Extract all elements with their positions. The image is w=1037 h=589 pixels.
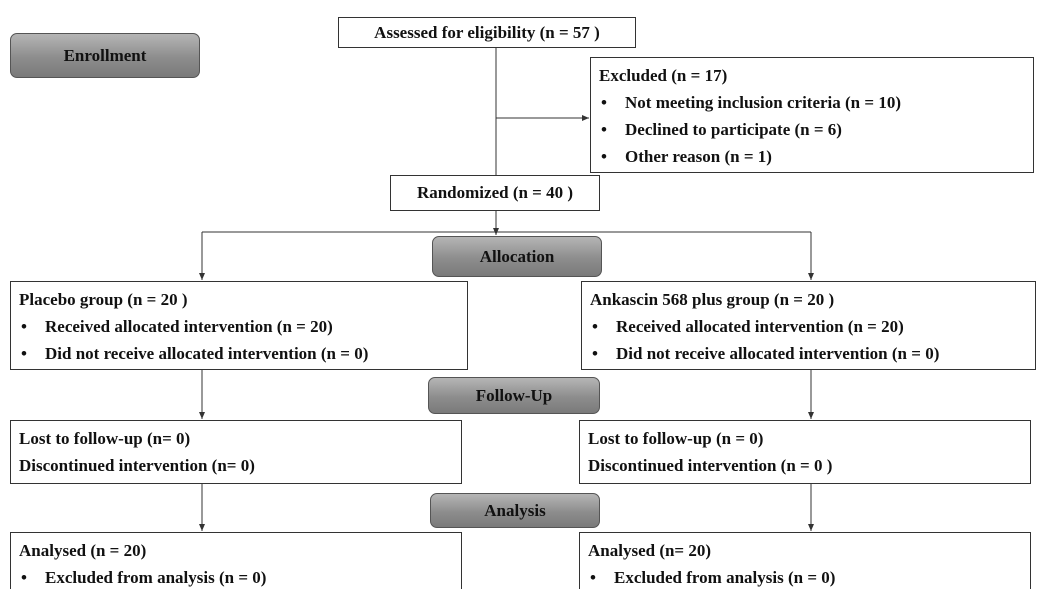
bullet-item: Excluded from analysis (n = 0) [588, 564, 1022, 589]
bullet-item: Declined to participate (n = 6) [599, 116, 1025, 143]
bullet-item: Received allocated intervention (n = 20) [19, 313, 459, 340]
stage-label: Analysis [430, 493, 600, 528]
box-title: Placebo group (n = 20 ) [19, 290, 188, 309]
flow-box: Ankascin 568 plus group (n = 20 ) Receive… [581, 281, 1036, 370]
flow-box: Assessed for eligibility (n = 57 ) [338, 17, 636, 48]
bullet-item: Received allocated intervention (n = 20) [590, 313, 1027, 340]
box-title: Lost to follow-up (n = 0) [588, 429, 764, 448]
box-line: Discontinued intervention (n= 0) [19, 456, 255, 475]
bullet-item: Did not receive allocated intervention (… [590, 340, 1027, 367]
flow-box: Analysed (n= 20) Excluded from analysis (… [579, 532, 1031, 589]
stage-label: Allocation [432, 236, 602, 277]
box-title: Ankascin 568 plus group (n = 20 ) [590, 290, 835, 309]
bullet-item: Excluded from analysis (n = 0) [19, 564, 453, 589]
stage-label: Enrollment [10, 33, 200, 78]
box-title: Randomized (n = 40 ) [416, 183, 574, 202]
bullet-item: Did not receive allocated intervention (… [19, 340, 459, 367]
bullet-item: Not meeting inclusion criteria (n = 10) [599, 89, 1025, 116]
box-title: Lost to follow-up (n= 0) [19, 429, 191, 448]
flow-box: Lost to follow-up (n= 0) Discontinued int… [10, 420, 462, 484]
stage-label: Follow-Up [428, 377, 600, 414]
box-title: Analysed (n = 20) [19, 541, 147, 560]
bullet-item: Other reason (n = 1) [599, 143, 1025, 170]
flow-box: Randomized (n = 40 ) [390, 175, 600, 211]
box-title: Assessed for eligibility (n = 57 ) [374, 23, 600, 42]
flow-box: Analysed (n = 20) Excluded from analysis … [10, 532, 462, 589]
flow-box: Lost to follow-up (n = 0) Discontinued in… [579, 420, 1031, 484]
flow-box: Placebo group (n = 20 ) Received allocate… [10, 281, 468, 370]
box-title: Analysed (n= 20) [588, 541, 712, 560]
box-title: Excluded (n = 17) [599, 66, 728, 85]
flow-box: Excluded (n = 17) Not meeting inclusion c… [590, 57, 1034, 173]
box-line: Discontinued intervention (n = 0 ) [588, 456, 833, 475]
